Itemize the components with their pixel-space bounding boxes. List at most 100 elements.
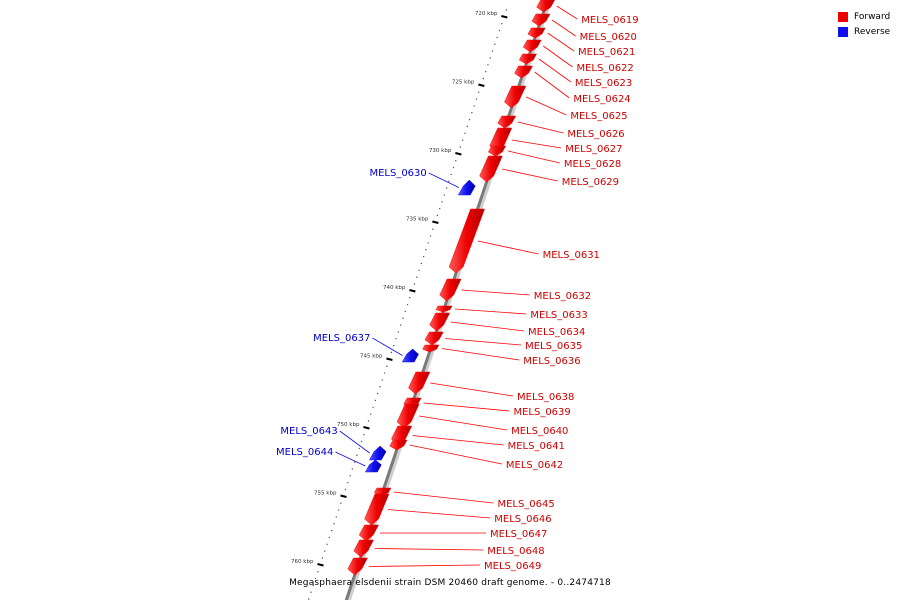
label-MELS_0625[interactable]: MELS_0625 [570,111,627,122]
legend-reverse: Reverse [838,24,890,39]
label-MELS_0621[interactable]: MELS_0621 [578,47,635,58]
gene-MELS_0642[interactable] [389,439,408,451]
label-MELS_0638[interactable]: MELS_0638 [517,392,574,403]
scale-dot [381,379,383,381]
scale-dot [491,50,494,52]
label-MELS_0631[interactable]: MELS_0631 [543,250,600,261]
scale-dot [413,283,416,285]
gene-MELS_0629[interactable] [479,155,503,183]
gene-MELS_0622[interactable] [522,39,542,53]
label-MELS_0643[interactable]: MELS_0643 [280,426,337,437]
label-MELS_0641[interactable]: MELS_0641 [508,441,565,452]
gene-MELS_0635[interactable] [424,331,444,346]
label-MELS_0626[interactable]: MELS_0626 [567,129,624,140]
gene-MELS_0648[interactable] [353,539,374,558]
gene-MELS_0628[interactable] [488,145,507,157]
scale-dot [308,598,310,600]
gene-MELS_0621[interactable] [527,27,546,39]
scale-dot [312,584,314,587]
gene-features [347,0,555,576]
label-MELS_0639[interactable]: MELS_0639 [513,407,570,418]
label-MELS_0635[interactable]: MELS_0635 [525,341,582,352]
gene-MELS_0632[interactable] [439,278,462,302]
leader-MELS_0648 [374,548,484,551]
tick-mark-745 [386,357,393,361]
label-MELS_0648[interactable]: MELS_0648 [487,546,544,557]
gene-MELS_0625[interactable] [504,85,527,109]
gene-MELS_0630[interactable] [457,179,476,196]
scale-dot [395,338,397,340]
gene-MELS_0640[interactable] [396,403,420,429]
scale-dot [418,269,420,271]
gene-MELS_0633[interactable] [435,305,453,313]
tick-mark-730 [455,152,462,156]
scale-dot [376,392,379,395]
gene-MELS_0637[interactable] [401,348,419,363]
gene-MELS_0647[interactable] [358,524,379,542]
label-MELS_0620[interactable]: MELS_0620 [580,32,637,43]
tick-label-750: 750 kbp [337,422,360,428]
gene-MELS_0620[interactable] [531,13,551,27]
gene-MELS_0649[interactable] [347,557,368,576]
legend-forward: Forward [838,9,890,24]
gene-MELS_0623[interactable] [518,53,538,65]
label-MELS_0622[interactable]: MELS_0622 [576,63,633,74]
label-MELS_0644[interactable]: MELS_0644 [276,447,333,458]
gene-MELS_0646[interactable] [364,493,390,526]
gene-MELS_0634[interactable] [429,312,451,332]
leader-MELS_0642 [409,444,502,465]
label-MELS_0645[interactable]: MELS_0645 [497,499,554,510]
gene-MELS_0626[interactable] [497,115,517,129]
tick-mark-720 [501,15,508,19]
label-MELS_0627[interactable]: MELS_0627 [565,144,622,155]
label-MELS_0632[interactable]: MELS_0632 [534,291,591,302]
label-MELS_0634[interactable]: MELS_0634 [528,327,585,338]
label-MELS_0646[interactable]: MELS_0646 [494,514,551,525]
label-MELS_0629[interactable]: MELS_0629 [562,177,619,188]
legend-reverse-label: Reverse [854,26,891,37]
gene-MELS_0619[interactable] [536,0,555,13]
label-MELS_0642[interactable]: MELS_0642 [506,460,563,471]
tick-label-755: 755 kbp [314,491,337,497]
gene-MELS_0631[interactable] [448,208,485,274]
leader-MELS_0619 [556,5,578,20]
label-MELS_0649[interactable]: MELS_0649 [484,561,541,572]
scale-dot [358,447,360,450]
gene-MELS_0643[interactable] [368,445,387,461]
gene-MELS_0636[interactable] [422,344,440,353]
reverse-swatch [838,26,848,37]
scale-dot [471,112,473,114]
scale-dot [399,324,402,326]
scale-dot [422,255,425,258]
scale-dot [383,372,386,374]
gene-MELS_0624[interactable] [514,65,533,79]
label-MELS_0636[interactable]: MELS_0636 [523,356,580,367]
label-MELS_0637[interactable]: MELS_0637 [313,333,370,344]
label-MELS_0640[interactable]: MELS_0640 [511,426,568,437]
scale-ticks: 720 kbp 725 kbp 730 kbp 735 kbp 740 kbp 745 k… [291,11,508,567]
tick-mark-760 [317,563,324,567]
scale-dot [455,160,457,162]
label-MELS_0630[interactable]: MELS_0630 [369,168,426,179]
label-MELS_0624[interactable]: MELS_0624 [573,94,630,105]
leader-MELS_0631 [477,240,539,255]
scale-dot [409,297,411,299]
tick-mark-725 [478,83,485,87]
tick-label-725: 725 kbp [452,80,475,86]
tick-label-760: 760 kbp [291,559,314,565]
gene-MELS_0644[interactable] [364,459,382,473]
label-MELS_0628[interactable]: MELS_0628 [564,159,621,170]
scale-dot [335,516,337,518]
scale-dot [349,475,351,477]
genome-caption: Megasphaera elsdenii strain DSM 20460 dr… [289,578,611,588]
label-MELS_0647[interactable]: MELS_0647 [490,529,547,540]
gene-MELS_0638[interactable] [408,371,431,395]
scale-dot [328,536,331,539]
label-MELS_0633[interactable]: MELS_0633 [530,310,587,321]
label-MELS_0619[interactable]: MELS_0619 [581,15,638,26]
leader-MELS_0632 [461,289,530,296]
tick-label-740: 740 kbp [383,285,406,291]
leader-MELS_0634 [450,321,525,332]
scale-dot [337,509,340,511]
label-MELS_0623[interactable]: MELS_0623 [575,78,632,89]
